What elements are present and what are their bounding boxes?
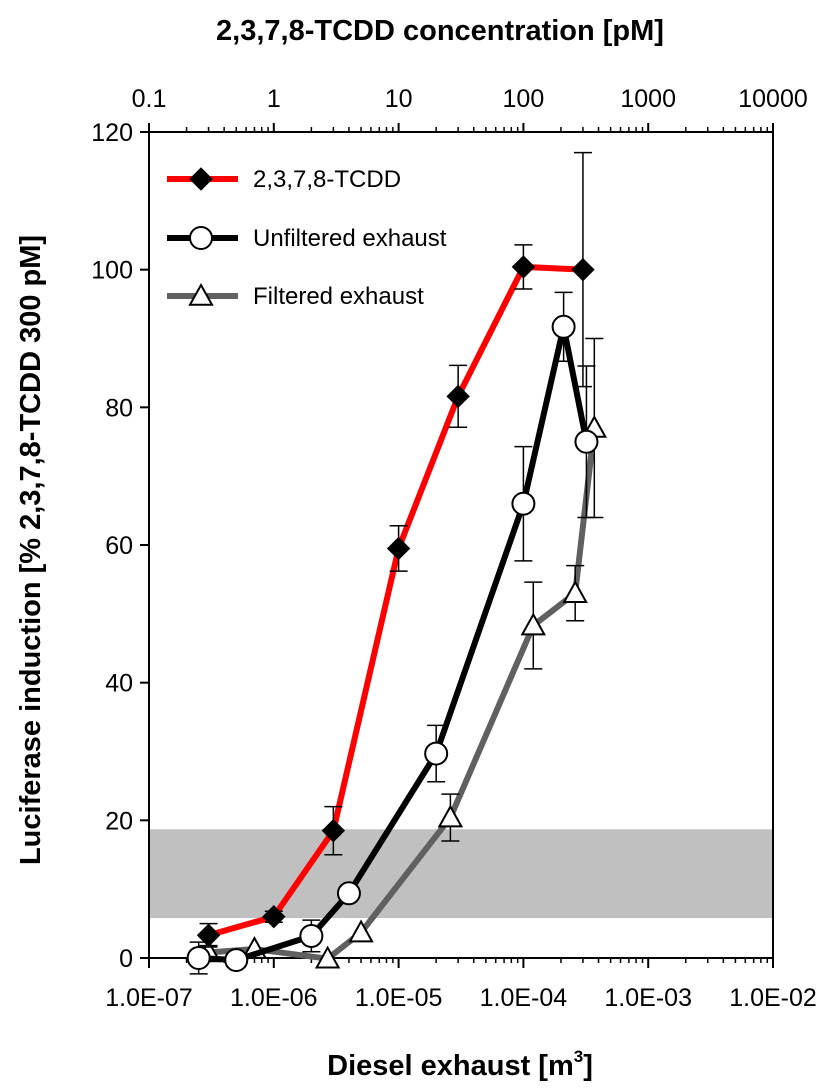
data-point xyxy=(439,807,461,827)
legend: 2,3,7,8-TCDD Unfiltered exhaust Filtered e… xyxy=(167,166,447,310)
x-tick-label: 1.0E-03 xyxy=(604,984,692,1012)
legend-label: Filtered exhaust xyxy=(253,283,424,310)
data-point xyxy=(564,582,586,602)
x-axis-title-end: ] xyxy=(583,1050,593,1082)
top-tick-label: 10000 xyxy=(738,85,808,113)
x-tick-label: 1.0E-02 xyxy=(729,984,817,1012)
y-tick-label: 20 xyxy=(105,807,133,835)
top-tick-label: 100 xyxy=(503,85,545,113)
x-tick-label: 1.0E-05 xyxy=(355,984,443,1012)
data-point xyxy=(198,924,220,946)
legend-marker xyxy=(190,168,212,190)
data-point xyxy=(225,949,247,971)
data-point xyxy=(300,925,322,947)
shaded-band xyxy=(149,829,773,918)
x-tick-label: 1.0E-07 xyxy=(105,984,193,1012)
legend-label: 2,3,7,8-TCDD xyxy=(253,166,401,193)
x-axis-title: Diesel exhaust [m3] xyxy=(327,1047,593,1082)
top-tick-label: 0.1 xyxy=(132,85,167,113)
y-tick-label: 120 xyxy=(91,119,133,147)
series-diamond xyxy=(198,153,594,947)
data-point xyxy=(388,537,410,559)
data-point xyxy=(512,256,534,278)
x-axis-title-main: Diesel exhaust [m xyxy=(327,1050,574,1082)
background-band-layer xyxy=(149,829,773,918)
y-axis-title: Luciferase induction [% 2,3,7,8-TCDD 300… xyxy=(15,235,47,865)
x-tick-label: 1.0E-04 xyxy=(480,984,568,1012)
y-tick-label: 0 xyxy=(119,945,133,973)
y-tick-label: 40 xyxy=(105,670,133,698)
data-point xyxy=(572,259,594,281)
data-point xyxy=(188,947,210,969)
top-tick-label: 1 xyxy=(267,85,281,113)
y-tick-label: 80 xyxy=(105,394,133,422)
data-point xyxy=(338,882,360,904)
data-point xyxy=(575,431,597,453)
data-point xyxy=(447,385,469,407)
x-tick-label: 1.0E-06 xyxy=(230,984,318,1012)
data-point xyxy=(553,316,575,338)
top-tick-label: 1000 xyxy=(620,85,676,113)
y-tick-label: 60 xyxy=(105,532,133,560)
data-point xyxy=(425,743,447,765)
data-point xyxy=(512,493,534,515)
legend-marker xyxy=(190,227,212,249)
legend-label: Unfiltered exhaust xyxy=(253,225,447,252)
y-tick-label: 100 xyxy=(91,257,133,285)
top-tick-label: 10 xyxy=(385,85,413,113)
top-axis-title: 2,3,7,8-TCDD concentration [pM] xyxy=(216,15,664,47)
x-axis-title-sup: 3 xyxy=(574,1047,583,1066)
